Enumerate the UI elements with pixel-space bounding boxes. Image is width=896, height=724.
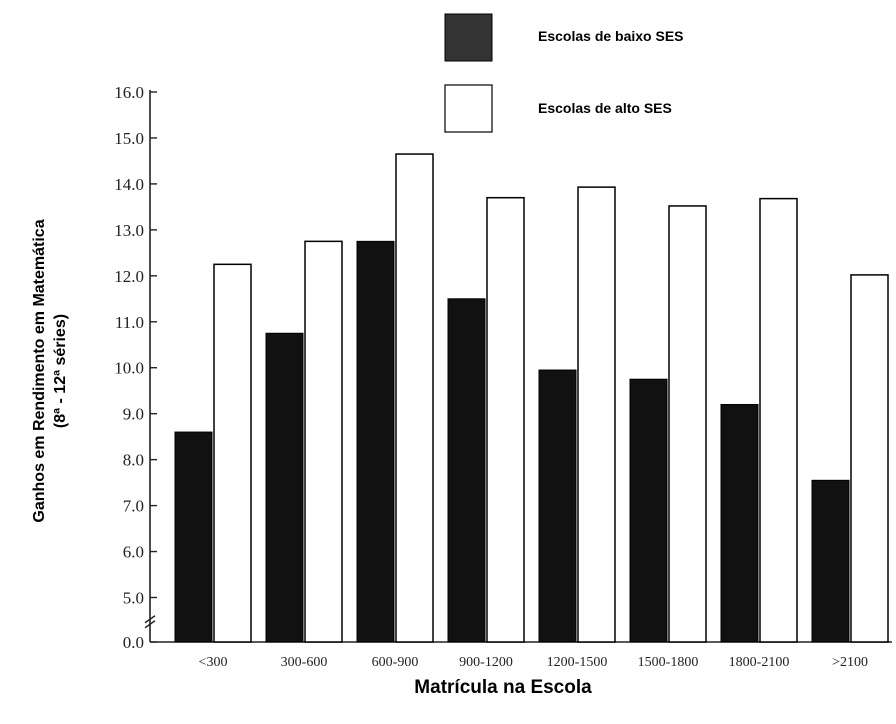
bar-low-ses [720, 403, 759, 643]
x-tick-label: 1200-1500 [547, 655, 608, 670]
y-tick-label: 10.0 [114, 359, 144, 378]
y-tick-label: 5.0 [123, 589, 144, 608]
y-tick-label: 9.0 [123, 405, 144, 424]
bars [174, 153, 889, 643]
x-tick-label: 1500-1800 [638, 655, 699, 670]
bar-low-ses [811, 479, 850, 643]
x-axis-title: Matrícula na Escola [414, 677, 592, 698]
bar-low-ses [447, 298, 486, 643]
bar-low-ses [174, 431, 213, 643]
y-tick-label: 6.0 [123, 543, 144, 562]
legend-swatch-low-ses [444, 13, 493, 62]
y-tick-label: 12.0 [114, 267, 144, 286]
y-tick-label: 15.0 [114, 129, 144, 148]
bar-high-ses [759, 197, 798, 643]
bar-high-ses [395, 153, 434, 643]
y-tick-label: 16.0 [114, 83, 144, 102]
y-tick-label: 7.0 [123, 497, 144, 516]
bar-high-ses [850, 274, 889, 643]
y-tick-label: 13.0 [114, 221, 144, 240]
bar-high-ses [304, 240, 343, 643]
bar-low-ses [265, 332, 304, 643]
y-tick-label: 8.0 [123, 451, 144, 470]
legend: Escolas de baixo SES Escolas de alto SES [444, 13, 684, 133]
y-tick-label: 0.0 [123, 633, 144, 652]
axis-break-mark [144, 615, 156, 629]
bar-low-ses [356, 240, 395, 643]
x-tick-label: >2100 [832, 655, 868, 670]
axis-labels: <300 300-600 600-900 900-1200 1200-1500 1500-… [31, 219, 868, 698]
y-axis-title: Ganhos em Rendimento em Matemática [31, 219, 48, 522]
bar-high-ses [577, 186, 616, 643]
x-tick-label: 300-600 [281, 655, 328, 670]
y-tick-label: 11.0 [115, 313, 144, 332]
bar-high-ses [213, 263, 252, 643]
x-tick-label: 1800-2100 [729, 655, 790, 670]
x-tick-label: <300 [199, 655, 228, 670]
legend-label-low-ses: Escolas de baixo SES [538, 28, 684, 44]
x-tick-label: 600-900 [372, 655, 419, 670]
legend-label-high-ses: Escolas de alto SES [538, 100, 672, 116]
bar-low-ses [629, 378, 668, 643]
x-tick-label: 900-1200 [459, 655, 513, 670]
bar-high-ses [668, 205, 707, 643]
y-tick-label: 14.0 [114, 175, 144, 194]
bar-high-ses [486, 196, 525, 643]
legend-swatch-high-ses [444, 84, 493, 133]
bar-low-ses [538, 369, 577, 643]
axes: 0.0 5.0 6.0 7.0 8.0 9.0 10.0 11.0 12.0 13.0 14.0 15… [114, 83, 892, 652]
y-axis-subtitle: (8ª - 12ª séries) [52, 314, 69, 428]
